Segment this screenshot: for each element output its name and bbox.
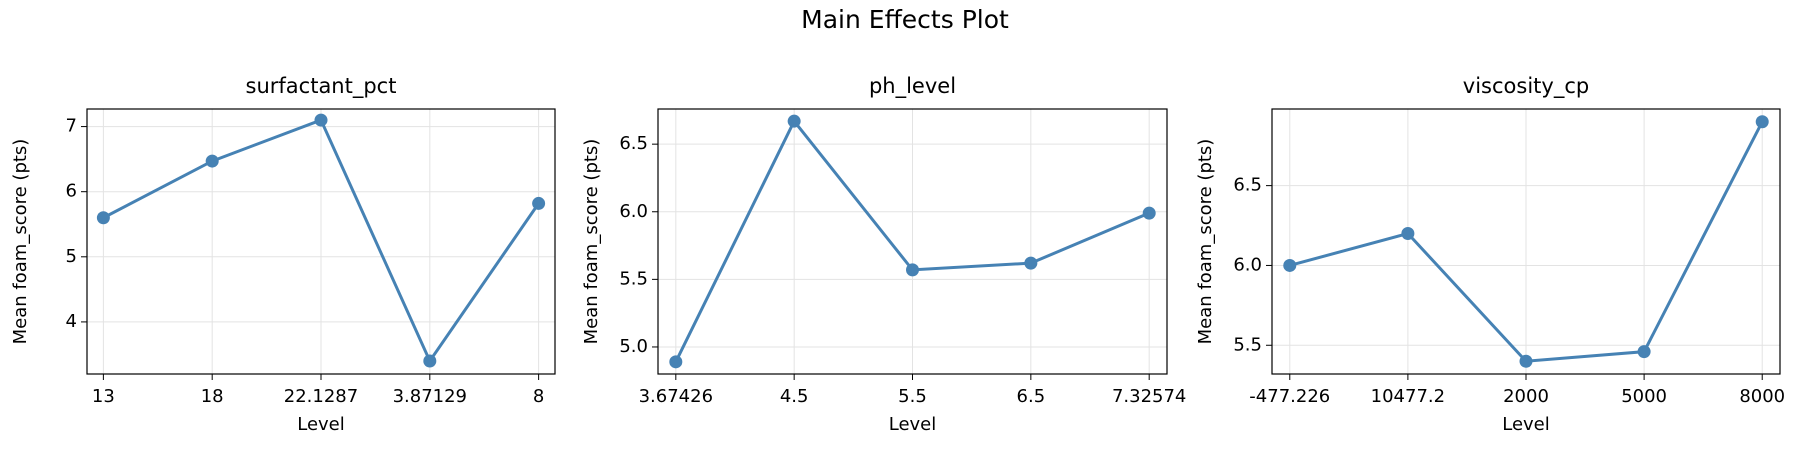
data-point <box>1024 256 1038 270</box>
y-tick-label: 5 <box>66 246 77 267</box>
y-tick-label: 7 <box>66 116 77 137</box>
subplot: 4 5 6 7 13 18 22.1287 3.87129 8 surfactant_pct Lev… <box>10 74 556 435</box>
data-point <box>532 196 546 210</box>
data-point <box>1755 115 1769 129</box>
data-point <box>1142 206 1156 220</box>
y-tick-label: 4 <box>66 311 77 332</box>
x-tick-label: 13 <box>92 386 115 407</box>
data-point <box>906 263 919 277</box>
x-tick-label: 5000 <box>1621 386 1667 407</box>
x-tick-label: 22.1287 <box>284 386 358 407</box>
subplot-title: viscosity_cp <box>1463 74 1589 99</box>
x-axis-label: Level <box>889 414 937 435</box>
x-tick-label: 18 <box>201 386 224 407</box>
data-point <box>96 211 110 225</box>
x-tick-label: 5.5 <box>898 386 927 407</box>
x-tick-label: 3.87129 <box>393 386 467 407</box>
y-tick-label: 6.0 <box>1233 254 1262 275</box>
y-tick-label: 6.0 <box>619 201 648 222</box>
data-point <box>423 354 437 368</box>
y-tick-label: 6.5 <box>619 133 648 154</box>
axes-frame <box>1271 108 1781 375</box>
y-tick-label: 5.5 <box>619 268 648 289</box>
y-axis-label: Mean foam_score (pts) <box>10 139 31 345</box>
x-tick-label: -477.226 <box>1249 386 1330 407</box>
data-point <box>787 114 801 128</box>
x-tick-label: 8000 <box>1739 386 1785 407</box>
y-tick-label: 5.5 <box>1233 334 1262 355</box>
x-tick-label: 2000 <box>1503 386 1549 407</box>
y-axis-label: Mean foam_score (pts) <box>581 139 602 345</box>
y-axis-label: Mean foam_score (pts) <box>1195 139 1216 345</box>
y-tick-label: 5.0 <box>619 336 648 357</box>
subplot: 5.0 5.5 6.0 6.5 3.67426 4.5 5.5 6.5 7.32574 ph_le… <box>581 74 1186 435</box>
y-tick-label: 6.5 <box>1233 175 1262 196</box>
data-point <box>1637 345 1651 359</box>
subplot-title: ph_level <box>869 74 956 99</box>
x-tick-label: 4.5 <box>780 386 809 407</box>
y-tick-label: 6 <box>66 181 77 202</box>
data-point <box>669 355 683 369</box>
axes-frame <box>657 108 1168 375</box>
data-point <box>1519 354 1533 368</box>
x-axis-label: Level <box>1502 414 1550 435</box>
x-tick-label: 10477.2 <box>1371 386 1445 407</box>
data-point <box>314 113 328 127</box>
x-tick-label: 6.5 <box>1017 386 1046 407</box>
x-axis-label: Level <box>297 414 345 435</box>
x-tick-label: 7.32574 <box>1112 386 1186 407</box>
x-tick-label: 8 <box>533 386 544 407</box>
x-tick-label: 3.67426 <box>639 386 713 407</box>
data-point <box>205 154 219 168</box>
axes-frame <box>86 108 556 375</box>
data-point <box>1401 227 1415 241</box>
figure-title: Main Effects Plot <box>801 5 1009 34</box>
data-point <box>1283 258 1297 272</box>
subplot: 5.5 6.0 6.5 -477.226 10477.2 2000 5000 8000 visc… <box>1195 74 1785 435</box>
subplot-title: surfactant_pct <box>246 74 397 99</box>
